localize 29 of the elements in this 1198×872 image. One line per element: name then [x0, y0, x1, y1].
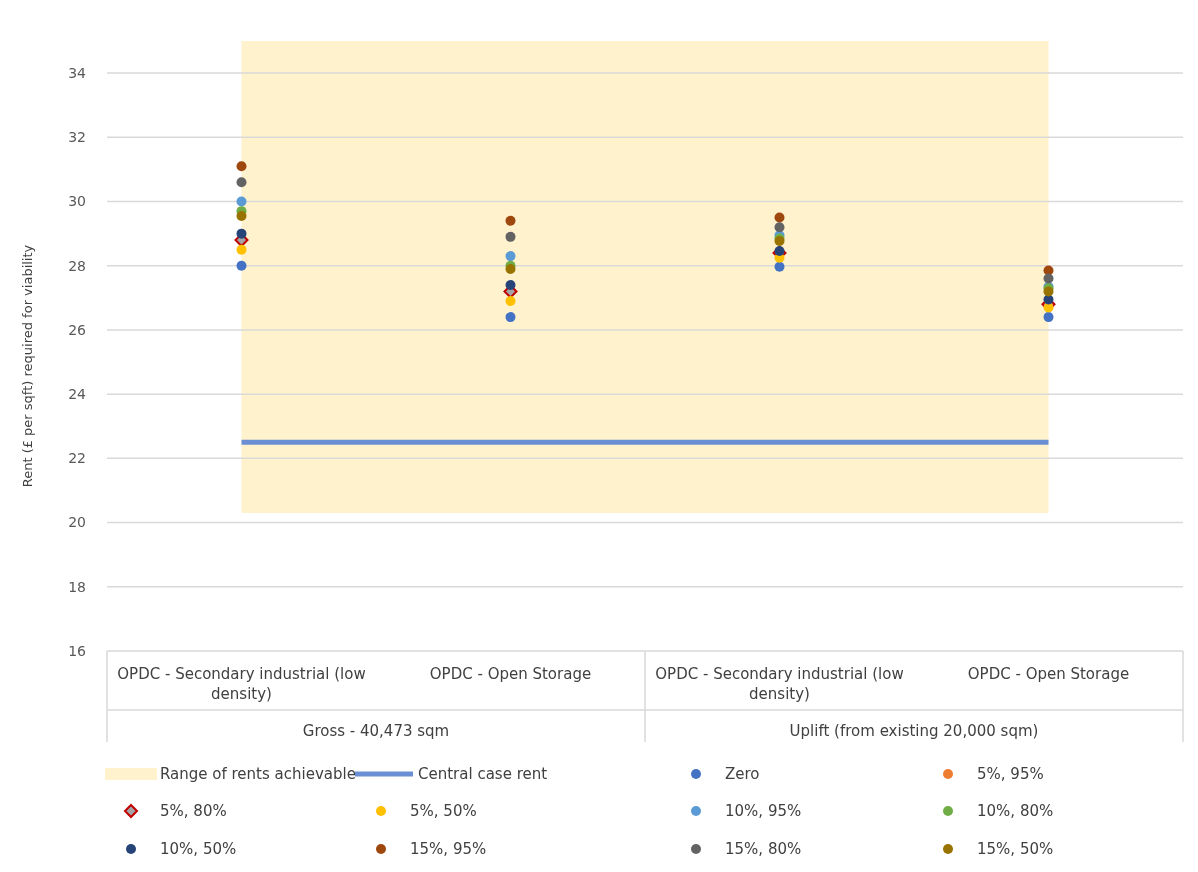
x-tick-label: OPDC - Open Storage [967, 665, 1130, 683]
y-tick-label: 24 [68, 386, 87, 403]
y-tick-label: 22 [68, 450, 86, 467]
y-tick-label: 34 [68, 65, 87, 82]
y-tick-label: 26 [68, 321, 87, 338]
y-tick-label: 32 [68, 129, 86, 146]
legend-label: Zero [725, 765, 760, 784]
legend-label: 10%, 50% [160, 840, 237, 859]
text: Uplift (from existing 20,000 sqm) [789, 722, 1039, 740]
legend-label: Central case rent [418, 765, 548, 784]
y-axis-title: Rent (£ per sqft) required for viability [20, 244, 35, 488]
y-tick-label: 28 [68, 257, 86, 274]
y-tick-label: 16 [68, 642, 87, 659]
legend-label: 15%, 80% [725, 840, 802, 859]
y-tick-label: 20 [68, 514, 86, 531]
legend-label: 10%, 80% [977, 802, 1054, 821]
legend-label: 10%, 95% [725, 802, 802, 821]
legend-label: 5%, 50% [410, 802, 477, 821]
x-tick-label: OPDC - Secondary industrial (low density) [655, 665, 904, 703]
legend-label: 15%, 50% [977, 840, 1054, 859]
legend-label: 15%, 95% [410, 840, 487, 859]
y-tick-label: 30 [68, 193, 86, 210]
text: Gross - 40,473 sqm [302, 722, 450, 740]
y-tick-label: 18 [68, 578, 86, 595]
x-tick-label: OPDC - Secondary industrial (low density) [117, 665, 366, 703]
legend-label: Range of rents achievable [160, 765, 356, 784]
x-tick-label: OPDC - Open Storage [429, 665, 592, 683]
legend-label: 5%, 95% [977, 765, 1044, 784]
legend-label: 5%, 80% [160, 802, 227, 821]
